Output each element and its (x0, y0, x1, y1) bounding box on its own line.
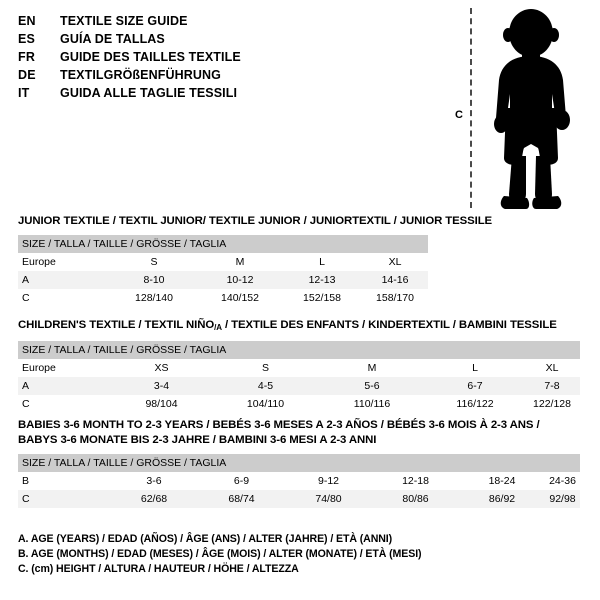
junior-section-title: JUNIOR TEXTILE / TEXTIL JUNIOR/ TEXTILE … (18, 215, 493, 227)
table-cell: S (110, 253, 198, 271)
child-figure-illustration: C (440, 4, 595, 212)
table-cell: 152/158 (282, 289, 362, 307)
junior-size-table: SIZE / TALLA / TAILLE / GRÖSSE / TAGLIA … (18, 235, 429, 307)
row-label: A (18, 377, 110, 395)
legend-line-b: B. AGE (MONTHS) / EDAD (MESES) / ÂGE (MO… (18, 548, 422, 560)
size-band-label: SIZE / TALLA / TAILLE / GRÖSSE / TAGLIA (18, 454, 580, 472)
table-cell: 9-12 (285, 472, 372, 490)
legend-line-a: A. AGE (YEARS) / EDAD (AÑOS) / ÂGE (ANS)… (18, 533, 393, 545)
table-row: C 128/140 140/152 152/158 158/170 (18, 289, 429, 307)
table-row: A 3-4 4-5 5-6 6-7 7-8 (18, 377, 581, 395)
table-cell: 4-5 (213, 377, 318, 395)
language-row: EN TEXTILE SIZE GUIDE (18, 12, 418, 30)
language-row: DE TEXTILGRÖßENFÜHRUNG (18, 66, 418, 84)
legend-line-c: C. (cm) HEIGHT / ALTURA / HAUTEUR / HÖHE… (18, 563, 299, 575)
table-cell: 14-16 (362, 271, 429, 289)
language-row: FR GUIDE DES TAILLES TEXTILE (18, 48, 418, 66)
row-label: Europe (18, 359, 110, 377)
measurement-legend: A. AGE (YEARS) / EDAD (AÑOS) / ÂGE (ANS)… (18, 532, 538, 577)
table-cell: 12-13 (282, 271, 362, 289)
children-title-part-b: / TEXTILE DES ENFANTS / KINDERTEXTIL / B… (221, 319, 557, 331)
table-cell: 68/74 (198, 490, 285, 508)
table-cell: 7-8 (524, 377, 581, 395)
table-cell: 92/98 (545, 490, 580, 508)
language-code: IT (18, 86, 30, 100)
language-title-block: EN TEXTILE SIZE GUIDE ES GUÍA DE TALLAS … (18, 12, 418, 102)
size-band-label: SIZE / TALLA / TAILLE / GRÖSSE / TAGLIA (18, 235, 429, 253)
size-band-label: SIZE / TALLA / TAILLE / GRÖSSE / TAGLIA (18, 341, 581, 359)
table-row: A 8-10 10-12 12-13 14-16 (18, 271, 429, 289)
table-cell: M (198, 253, 282, 271)
language-title: TEXTILGRÖßENFÜHRUNG (60, 68, 221, 82)
table-row: B 3-6 6-9 9-12 12-18 18-24 24-36 (18, 472, 580, 490)
table-cell: XS (110, 359, 213, 377)
children-title-part-a: CHILDREN'S TEXTILE / TEXTIL NIÑO (18, 319, 215, 331)
toddler-silhouette-icon (494, 9, 570, 209)
children-textile-section: CHILDREN'S TEXTILE / TEXTIL NIÑO/A / TEX… (18, 318, 581, 413)
babies-textile-section: BABIES 3-6 MONTH TO 2-3 YEARS / BEBÉS 3-… (18, 418, 580, 508)
table-cell: 110/116 (318, 395, 426, 413)
language-title: TEXTILE SIZE GUIDE (60, 14, 188, 28)
table-cell: 6-9 (198, 472, 285, 490)
table-cell: M (318, 359, 426, 377)
table-cell: 80/86 (372, 490, 459, 508)
language-row: ES GUÍA DE TALLAS (18, 30, 418, 48)
language-code: EN (18, 14, 36, 28)
language-title: GUIDA ALLE TAGLIE TESSILI (60, 86, 238, 100)
table-cell: 128/140 (110, 289, 198, 307)
children-size-table: SIZE / TALLA / TAILLE / GRÖSSE / TAGLIA … (18, 341, 581, 413)
table-row: C 98/104 104/110 110/116 116/122 122/128 (18, 395, 581, 413)
row-label: B (18, 472, 110, 490)
language-code: DE (18, 68, 36, 82)
table-cell: 24-36 (545, 472, 580, 490)
language-row: IT GUIDA ALLE TAGLIE TESSILI (18, 84, 418, 102)
language-title: GUÍA DE TALLAS (60, 32, 165, 46)
babies-section-title-line2: BABYS 3-6 MONATE BIS 2-3 JAHRE / BAMBINI… (18, 434, 377, 446)
table-cell: 98/104 (110, 395, 213, 413)
height-measure-dashed-line (470, 8, 472, 208)
children-section-title: CHILDREN'S TEXTILE / TEXTIL NIÑO/A / TEX… (18, 318, 580, 335)
language-code: ES (18, 32, 36, 46)
table-row: Europe S M L XL (18, 253, 429, 271)
row-label: Europe (18, 253, 110, 271)
table-row: C 62/68 68/74 74/80 80/86 86/92 92/98 (18, 490, 580, 508)
table-cell: 18-24 (459, 472, 545, 490)
table-cell: 8-10 (110, 271, 198, 289)
table-cell: 140/152 (198, 289, 282, 307)
language-title: GUIDE DES TAILLES TEXTILE (60, 50, 241, 64)
table-cell: 122/128 (524, 395, 581, 413)
height-measure-label: C (454, 108, 464, 123)
table-cell: 116/122 (426, 395, 524, 413)
row-label: C (18, 395, 110, 413)
table-cell: 5-6 (318, 377, 426, 395)
table-cell: 3-4 (110, 377, 213, 395)
babies-section-title-line1: BABIES 3-6 MONTH TO 2-3 YEARS / BEBÉS 3-… (18, 419, 540, 431)
row-label: A (18, 271, 110, 289)
table-cell: 86/92 (459, 490, 545, 508)
table-cell: 104/110 (213, 395, 318, 413)
table-band-row: SIZE / TALLA / TAILLE / GRÖSSE / TAGLIA (18, 454, 580, 472)
table-cell: 62/68 (110, 490, 198, 508)
table-cell: 10-12 (198, 271, 282, 289)
table-cell: XL (362, 253, 429, 271)
children-title-subscript: /A (214, 323, 222, 332)
babies-size-table: SIZE / TALLA / TAILLE / GRÖSSE / TAGLIA … (18, 454, 580, 508)
table-cell: 74/80 (285, 490, 372, 508)
table-band-row: SIZE / TALLA / TAILLE / GRÖSSE / TAGLIA (18, 235, 429, 253)
table-cell: 12-18 (372, 472, 459, 490)
table-band-row: SIZE / TALLA / TAILLE / GRÖSSE / TAGLIA (18, 341, 581, 359)
table-cell: L (426, 359, 524, 377)
table-cell: S (213, 359, 318, 377)
table-row: Europe XS S M L XL (18, 359, 581, 377)
table-cell: 158/170 (362, 289, 429, 307)
table-cell: L (282, 253, 362, 271)
table-cell: 6-7 (426, 377, 524, 395)
table-cell: XL (524, 359, 581, 377)
row-label: C (18, 289, 110, 307)
junior-textile-section: JUNIOR TEXTILE / TEXTIL JUNIOR/ TEXTILE … (18, 214, 492, 307)
language-code: FR (18, 50, 36, 64)
row-label: C (18, 490, 110, 508)
table-cell: 3-6 (110, 472, 198, 490)
